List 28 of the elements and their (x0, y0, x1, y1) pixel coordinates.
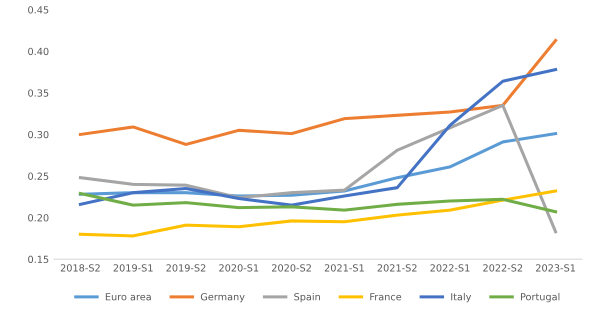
x-tick-label: 2020-S2 (272, 264, 311, 272)
y-tick-label: 0.30 (28, 130, 48, 138)
line-series (78, 189, 558, 238)
x-tick-label: 2020-S1 (219, 264, 258, 272)
y-tick-label: 0.25 (28, 172, 48, 180)
legend-label: Spain (294, 292, 320, 302)
x-tick-label: 2019-S1 (114, 264, 153, 272)
x-tick-label: 2023-S1 (536, 264, 576, 272)
x-tick-label: 2021-S1 (324, 264, 364, 272)
x-tick-label: 2018-S2 (60, 264, 100, 272)
line-series (78, 68, 558, 207)
line-series (78, 38, 558, 146)
legend-label: Italy (451, 292, 472, 302)
y-tick-label: 0.40 (28, 48, 48, 56)
line-series (78, 104, 558, 234)
y-tick-label: 0.35 (28, 89, 48, 97)
x-tick-label: 2022-S2 (483, 264, 522, 272)
legend-label: France (370, 293, 402, 300)
y-tick-label: 0.45 (28, 6, 48, 14)
legend-label: Euro area (106, 293, 151, 300)
x-tick-label: 2019-S2 (166, 264, 206, 272)
y-tick-label: 0.20 (28, 214, 48, 222)
line-series (78, 192, 558, 214)
legend-label: Germany (200, 293, 245, 302)
x-tick-label: 2022-S1 (430, 264, 470, 272)
y-tick-label: 0.15 (28, 256, 48, 264)
x-tick-label: 2021-S2 (378, 264, 417, 272)
legend-label: Portugal (520, 292, 560, 302)
